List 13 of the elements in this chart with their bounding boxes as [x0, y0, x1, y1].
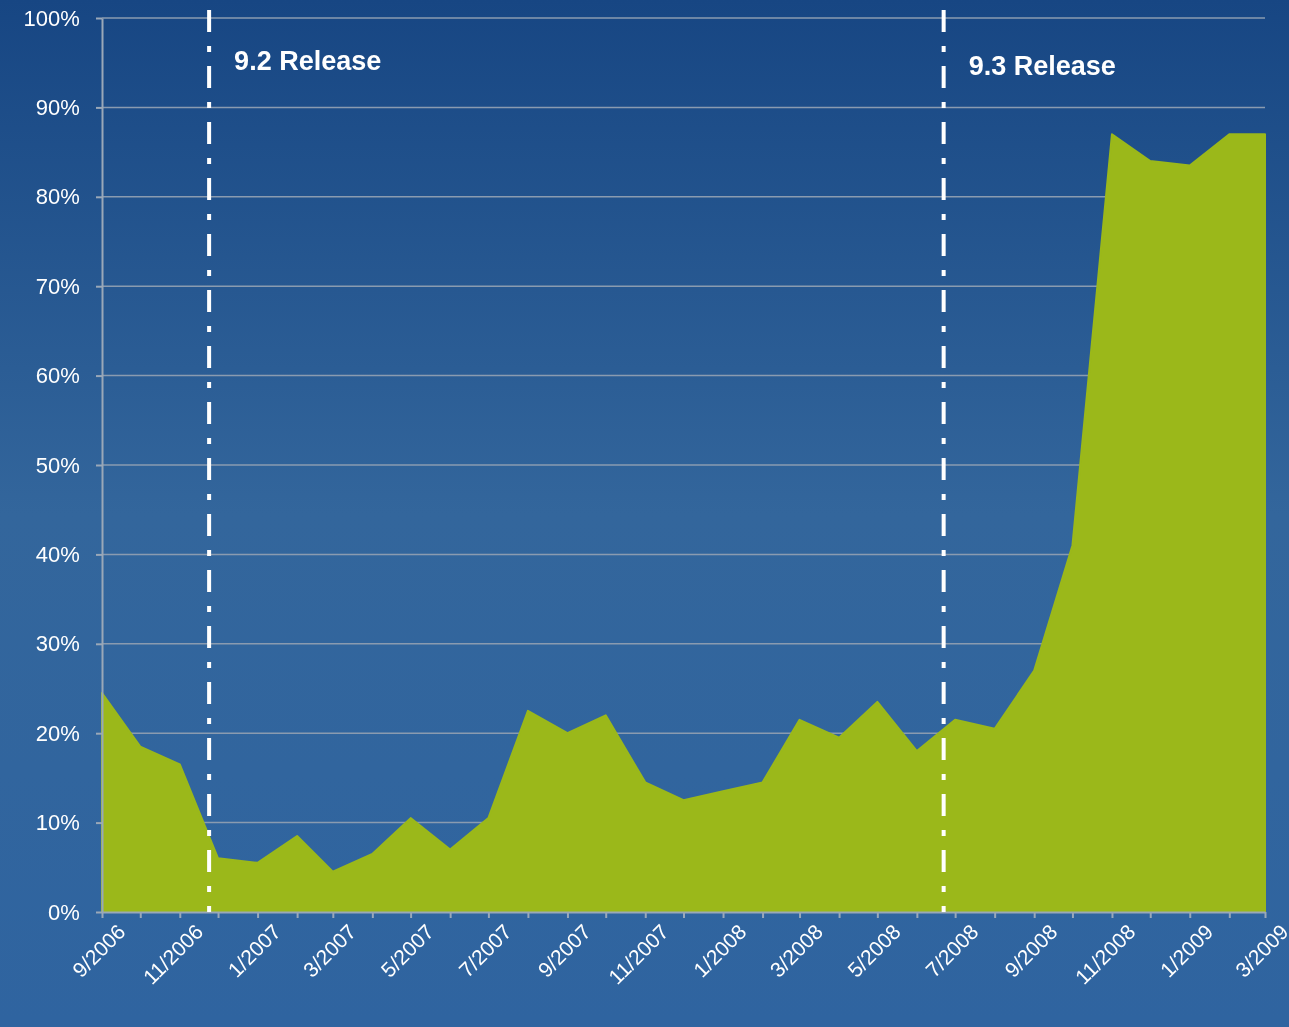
y-tick-label: 90%	[35, 94, 80, 120]
y-tick-label: 0%	[48, 899, 80, 925]
y-tick-label: 60%	[35, 363, 80, 389]
y-tick-label: 30%	[35, 631, 80, 657]
y-tick-label: 80%	[35, 184, 80, 210]
y-tick-label: 40%	[35, 541, 80, 567]
ref-line-label: 9.2 Release	[234, 46, 382, 76]
y-tick-label: 20%	[35, 720, 80, 746]
y-tick-label: 10%	[35, 810, 80, 836]
y-tick-label: 100%	[23, 5, 80, 31]
y-tick-label: 70%	[35, 273, 80, 299]
ref-line-label: 9.3 Release	[968, 51, 1116, 81]
y-tick-label: 50%	[35, 452, 80, 478]
